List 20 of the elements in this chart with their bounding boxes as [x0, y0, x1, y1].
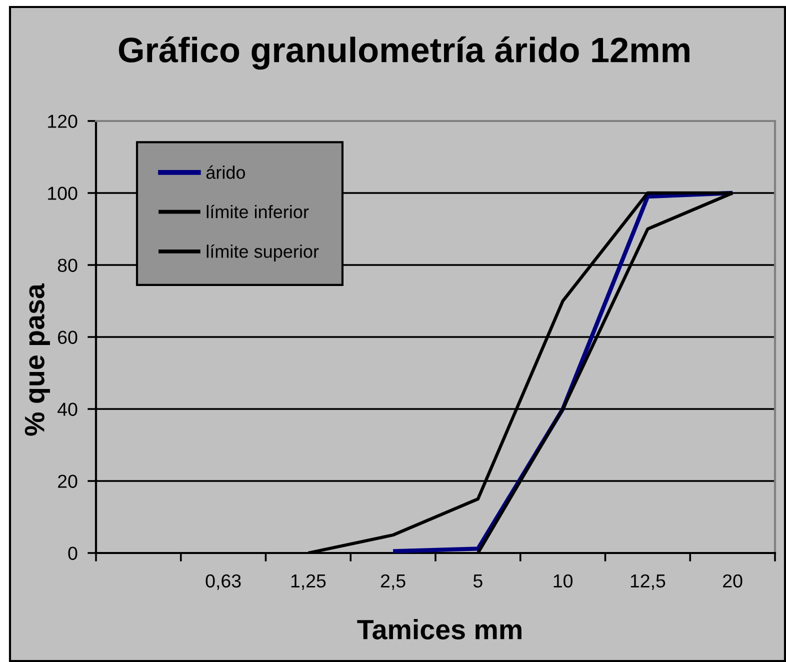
- legend-label: límite superior: [206, 244, 319, 262]
- x-tick-label: 10: [554, 574, 573, 588]
- y-tick-label: 60: [58, 330, 78, 344]
- x-tick-label: 1,25: [291, 574, 326, 590]
- y-tick-label: 40: [58, 402, 78, 416]
- y-tick-label: 80: [58, 258, 78, 272]
- x-tick-label: 2,5: [380, 574, 406, 590]
- x-tick-label: 12,5: [630, 574, 666, 590]
- y-tick-label: 120: [48, 114, 78, 128]
- y-tick-label: 100: [48, 186, 78, 200]
- x-tick-label: 20: [723, 574, 742, 588]
- y-tick-label: 0: [68, 546, 78, 560]
- legend-label: árido: [206, 165, 246, 179]
- y-axis-title: % que pasa: [24, 283, 50, 436]
- legend-label: límite inferior: [206, 204, 309, 218]
- x-tick-label: 0,63: [206, 574, 241, 590]
- x-tick-label: 5: [473, 574, 482, 588]
- y-tick-label: 20: [58, 474, 78, 488]
- x-axis-title: Tamices mm: [357, 619, 522, 640]
- chart-title: Gráfico granulometría árido 12mm: [118, 36, 690, 70]
